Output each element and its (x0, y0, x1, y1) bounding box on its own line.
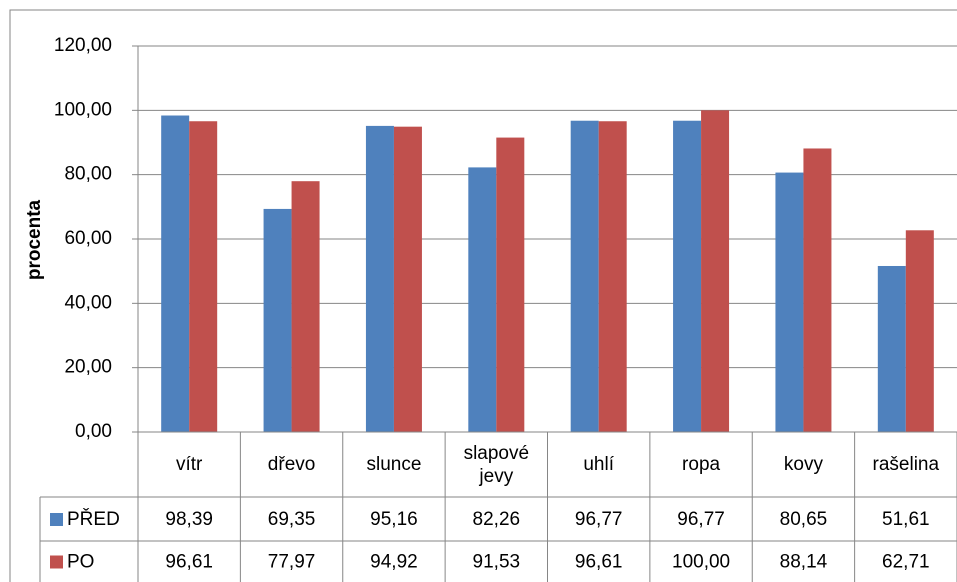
table-value: 98,39 (165, 509, 213, 530)
legend-key (50, 513, 63, 526)
bar (496, 137, 525, 433)
x-tick-label: uhlí (583, 454, 614, 475)
table-value: 96,77 (677, 509, 725, 530)
table-value: 96,61 (575, 552, 623, 573)
y-tick-label: 100,00 (54, 99, 112, 120)
y-tick-label: 120,00 (54, 35, 112, 56)
legend-label: PO (67, 552, 94, 573)
x-tick-label: vítr (175, 454, 203, 475)
y-tick-label: 60,00 (64, 228, 112, 249)
y-tick-label: 20,00 (64, 357, 112, 378)
category-cell: uhlí (583, 454, 614, 475)
y-tick-label: 0,00 (75, 421, 112, 442)
table-value: 91,53 (473, 552, 521, 573)
table-value: 69,35 (268, 509, 316, 530)
bar (263, 208, 292, 432)
table-value: 80,65 (780, 509, 828, 530)
table-value: 62,71 (882, 552, 930, 573)
bar (673, 120, 702, 432)
category-cell: ropa (682, 454, 721, 475)
table-value: 77,97 (268, 552, 316, 573)
table-value: 82,26 (473, 509, 521, 530)
y-tick-label: 80,00 (64, 164, 112, 185)
table-value: 96,61 (165, 552, 213, 573)
x-tick-label: kovy (783, 454, 823, 475)
category-cell: rašelina (872, 454, 940, 475)
bar (365, 125, 394, 432)
bar (291, 181, 320, 432)
x-tick-label: slunce (366, 454, 422, 475)
table-value: 88,14 (780, 552, 828, 573)
table-value: 51,61 (882, 509, 930, 530)
x-tick-label: slapové jevy (463, 442, 530, 487)
bar (877, 265, 906, 432)
category-cell: vítr (175, 454, 203, 475)
category-cell: kovy (783, 454, 823, 475)
table-value: 96,77 (575, 509, 623, 530)
bar (701, 110, 730, 432)
bar (775, 172, 804, 432)
y-axis-label: procenta (24, 199, 45, 280)
bar (161, 115, 190, 432)
x-tick-label: ropa (682, 454, 721, 475)
table-value: 94,92 (370, 552, 418, 573)
x-tick-label: dřevo (267, 454, 316, 475)
bar (905, 230, 934, 432)
bar (189, 121, 218, 433)
bar (468, 167, 497, 432)
y-tick-label: 40,00 (64, 292, 112, 313)
table-value: 95,16 (370, 509, 418, 530)
legend-label: PŘED (67, 508, 120, 530)
x-tick-label: rašelina (872, 454, 940, 475)
category-cell: slunce (366, 454, 422, 475)
category-cell: slapové jevy (463, 442, 530, 487)
category-cell: dřevo (267, 454, 316, 475)
bar (570, 120, 599, 432)
legend-key (50, 555, 63, 569)
bar (803, 148, 832, 432)
table-value: 100,00 (672, 552, 730, 573)
bar (393, 126, 422, 432)
bar (598, 121, 627, 433)
